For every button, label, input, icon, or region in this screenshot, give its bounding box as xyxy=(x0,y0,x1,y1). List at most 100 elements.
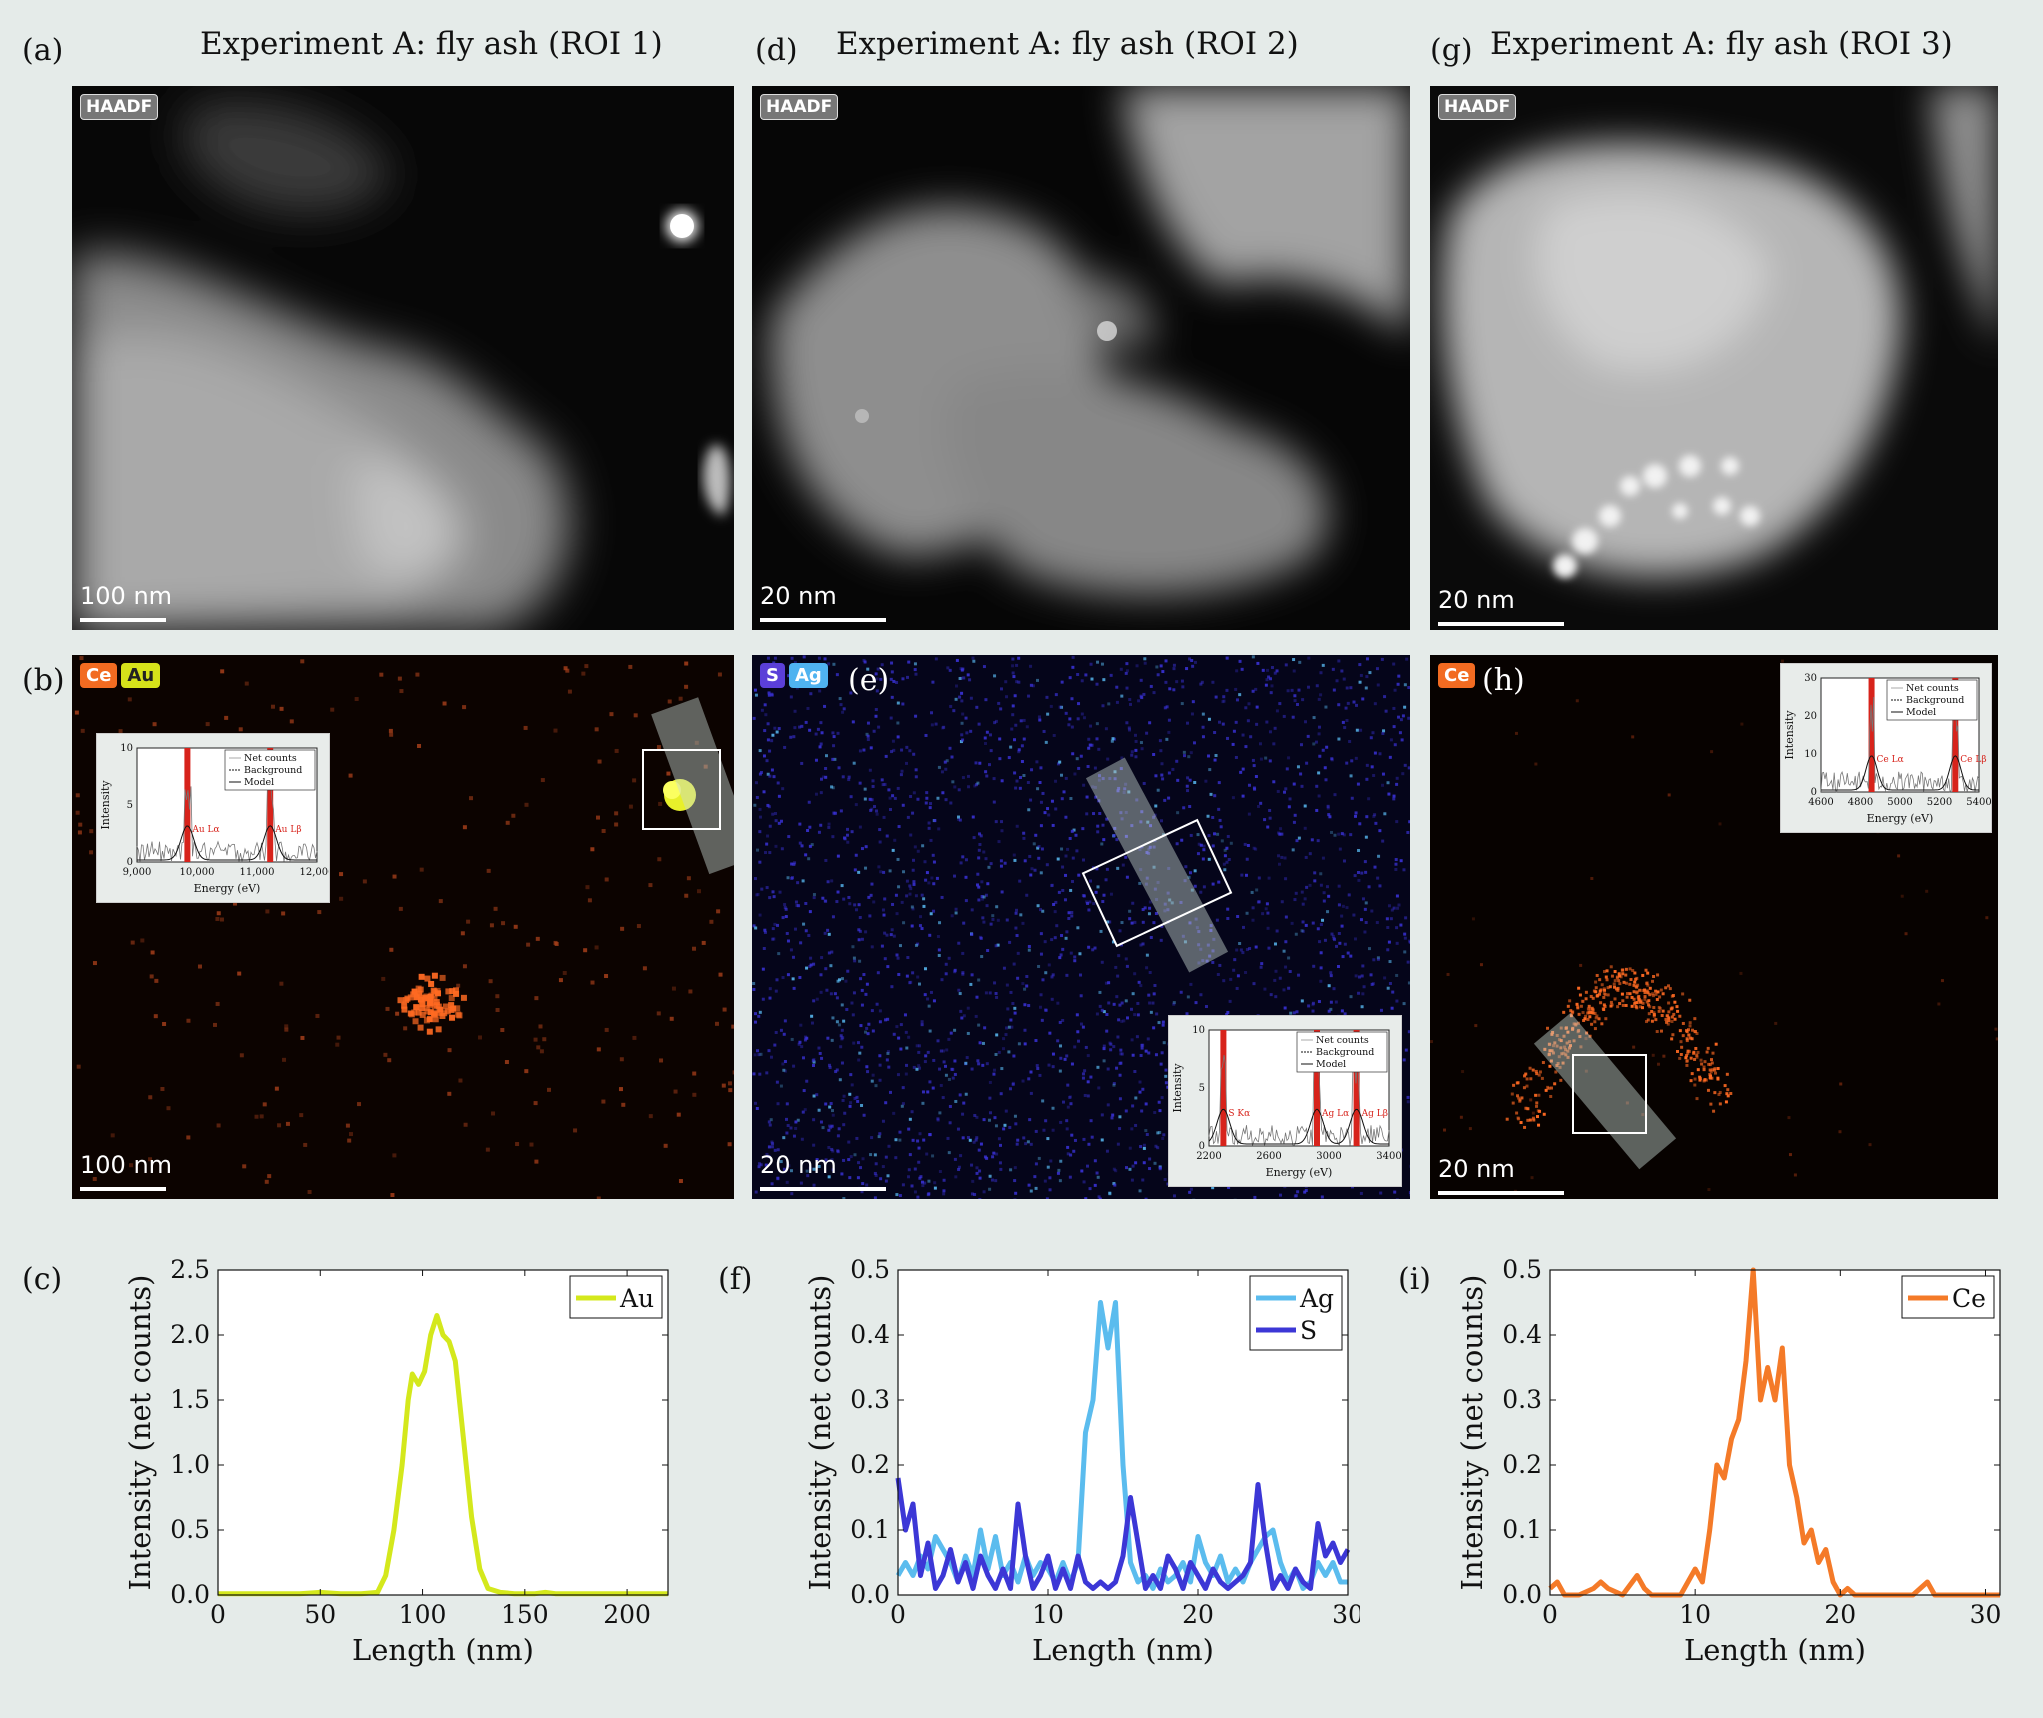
noise-pixel xyxy=(505,820,510,825)
noise-pixel xyxy=(796,881,800,885)
inset-legend-label: Model xyxy=(1906,707,1936,718)
noise-pixel xyxy=(1080,1169,1084,1173)
noise-pixel xyxy=(983,1155,987,1159)
noise-pixel xyxy=(469,796,474,801)
ce-pixel xyxy=(1641,973,1645,977)
ce-pixel xyxy=(1689,1056,1693,1060)
noise-pixel xyxy=(1403,683,1407,687)
noise-pixel xyxy=(938,1067,942,1071)
noise-pixel xyxy=(1060,797,1064,801)
noise-pixel xyxy=(871,779,875,783)
noise-pixel xyxy=(216,1123,221,1128)
noise-pixel xyxy=(901,1086,905,1090)
noise-pixel xyxy=(1105,1149,1109,1153)
noise-pixel xyxy=(995,905,999,909)
noise-pixel xyxy=(1211,844,1215,848)
noise-pixel xyxy=(957,788,961,792)
inset-legend-label: Background xyxy=(244,765,302,776)
noise-pixel xyxy=(888,869,892,873)
ce-pixel xyxy=(1568,1044,1572,1048)
noise-pixel xyxy=(1017,1042,1021,1046)
noise-pixel xyxy=(1201,959,1205,963)
noise-pixel xyxy=(901,1102,905,1106)
noise-pixel xyxy=(1300,890,1304,894)
noise-pixel xyxy=(1131,901,1135,905)
noise-pixel xyxy=(1014,786,1018,790)
noise-pixel xyxy=(1023,859,1027,863)
noise-pixel xyxy=(1078,952,1082,956)
noise-pixel xyxy=(917,1044,921,1048)
ce-pixel xyxy=(1651,979,1655,983)
ce-pixel xyxy=(1710,1058,1714,1062)
noise-pixel xyxy=(973,1114,977,1118)
noise-pixel xyxy=(1130,824,1134,828)
ce-pixel xyxy=(1709,1102,1713,1106)
noise-pixel xyxy=(1349,686,1353,690)
noise-pixel xyxy=(983,742,987,746)
noise-pixel xyxy=(800,1045,804,1049)
noise-pixel xyxy=(1084,673,1088,677)
edx-map-ce: Ce (h) 4600 4800 5000 5200 5400 0 10 20 30 Energy… xyxy=(1430,655,1998,1199)
noise-pixel xyxy=(1213,832,1217,836)
ce-pixel xyxy=(1548,1049,1552,1053)
noise-pixel xyxy=(389,732,394,737)
noise-pixel xyxy=(842,1123,846,1127)
noise-pixel xyxy=(1041,978,1045,982)
inset-y-tick-label: 30 xyxy=(1804,673,1817,684)
ce-pixel xyxy=(1726,1094,1730,1098)
noise-pixel xyxy=(1071,879,1075,883)
noise-pixel xyxy=(1288,797,1292,801)
noise-pixel xyxy=(784,907,788,911)
noise-pixel xyxy=(974,761,978,765)
peak-marker xyxy=(184,748,191,862)
noise-pixel xyxy=(456,983,461,988)
noise-pixel xyxy=(1315,784,1319,788)
noise-pixel xyxy=(1387,904,1391,908)
noise-pixel xyxy=(874,714,878,718)
ce-pixel xyxy=(1586,1017,1590,1021)
noise-pixel xyxy=(1097,778,1101,782)
noise-pixel xyxy=(1081,1025,1085,1029)
noise-pixel xyxy=(764,851,768,855)
noise-pixel xyxy=(1123,787,1127,791)
noise-pixel xyxy=(1324,705,1328,709)
noise-pixel xyxy=(940,895,944,899)
noise-pixel xyxy=(783,903,787,907)
noise-pixel xyxy=(1355,728,1359,732)
noise-pixel xyxy=(1388,755,1392,759)
noise-pixel xyxy=(1046,1137,1050,1141)
noise-pixel xyxy=(1119,767,1123,771)
noise-pixel xyxy=(785,1131,789,1135)
noise-pixel xyxy=(1240,667,1244,671)
noise-pixel xyxy=(1082,1180,1086,1184)
noise-pixel xyxy=(851,720,855,724)
noise-pixel xyxy=(943,1064,947,1068)
ce-cluster-pixel xyxy=(426,999,433,1006)
noise-pixel xyxy=(1446,972,1450,976)
ce-pixel xyxy=(1541,1061,1545,1065)
noise-pixel xyxy=(415,672,420,677)
noise-pixel xyxy=(714,1021,719,1026)
ce-cluster-pixel xyxy=(410,991,417,998)
noise-pixel xyxy=(848,1104,852,1108)
noise-pixel xyxy=(1353,937,1357,941)
noise-pixel xyxy=(1197,943,1201,947)
noise-pixel xyxy=(1075,849,1079,853)
ce-pixel xyxy=(1693,1077,1697,1081)
noise-pixel xyxy=(975,995,979,999)
noise-pixel xyxy=(772,775,776,779)
ce-pixel xyxy=(1670,1015,1674,1019)
noise-pixel xyxy=(1188,805,1192,809)
noise-pixel xyxy=(1260,962,1264,966)
noise-pixel xyxy=(1394,862,1398,866)
noise-pixel xyxy=(847,778,851,782)
noise-pixel xyxy=(805,1036,809,1040)
noise-pixel xyxy=(1256,661,1260,665)
noise-pixel xyxy=(79,656,84,661)
noise-pixel xyxy=(1124,810,1128,814)
noise-pixel xyxy=(1287,986,1291,990)
noise-pixel xyxy=(1147,912,1151,916)
noise-pixel xyxy=(1029,1189,1033,1193)
ce-pixel xyxy=(1600,983,1604,987)
noise-pixel xyxy=(1159,1062,1163,1066)
